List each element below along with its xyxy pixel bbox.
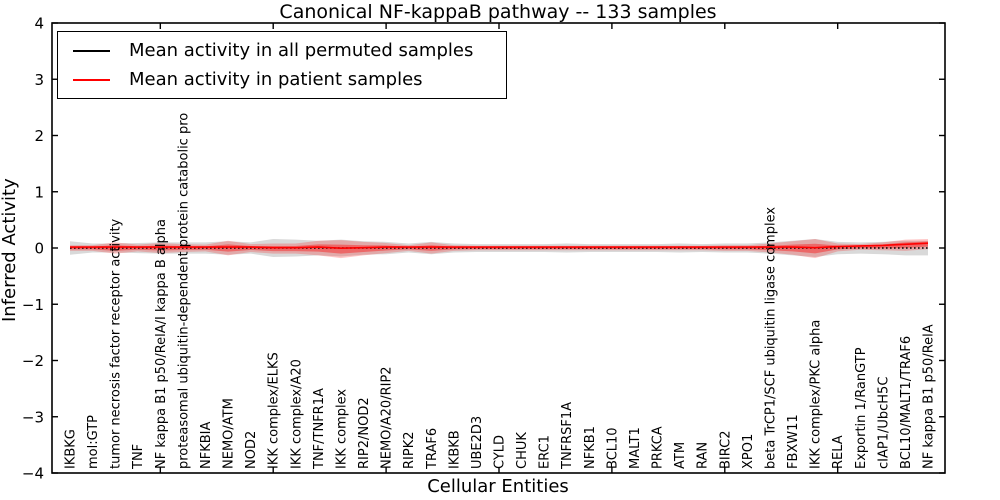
y-tick-label: −3: [22, 408, 44, 426]
category-label: RIPK2: [402, 431, 417, 469]
category-label: TRAF6: [425, 428, 440, 470]
legend: Mean activity in all permuted samples Me…: [57, 31, 507, 99]
category-label: ATM: [673, 442, 688, 469]
category-label: XPO1: [741, 434, 756, 469]
y-tick-label: −4: [22, 465, 44, 483]
y-tick-label: 3: [34, 71, 44, 89]
category-label: IKK complex/A20: [289, 359, 304, 469]
category-label: IKK complex/PKC alpha: [809, 320, 824, 469]
y-tick-label: −1: [22, 296, 44, 314]
category-label: IKK complex: [334, 389, 349, 469]
category-label: NFKB1: [583, 426, 598, 469]
chart-title: Canonical NF-kappaB pathway -- 133 sampl…: [279, 1, 717, 23]
legend-line-black-icon: [73, 49, 110, 52]
category-label: RIP2/NOD2: [357, 397, 372, 469]
category-label: mol:GTP: [86, 415, 101, 469]
x-axis-label: Cellular Entities: [427, 476, 569, 497]
category-label: IKK complex/ELKS: [267, 352, 282, 469]
category-label: NFKBIA: [199, 422, 214, 469]
category-label: proteasomal ubiquitin-dependent protein …: [176, 113, 191, 469]
category-label: CYLD: [493, 435, 508, 469]
y-tick-label: 2: [34, 127, 44, 145]
category-label: RAN: [696, 442, 711, 469]
category-label: NEMO/A20/RIP2: [380, 366, 395, 469]
category-label: Exportin 1/RanGTP: [854, 347, 869, 469]
category-label: NEMO/ATM: [222, 398, 237, 469]
category-label: beta TrCP1/SCF ubiquitin ligase complex: [763, 207, 778, 469]
y-tick-label: 1: [34, 183, 44, 201]
category-label: BCL10/MALT1/TRAF6: [899, 336, 914, 469]
category-label: TNFRSF1A: [560, 402, 575, 470]
category-label: PRKCA: [651, 426, 666, 469]
category-label: MALT1: [628, 427, 643, 469]
legend-label: Mean activity in all permuted samples: [129, 40, 474, 61]
category-label: FBXW11: [786, 414, 801, 469]
category-label: UBE2D3: [470, 416, 485, 469]
legend-line-red-icon: [73, 78, 110, 81]
category-label: IKBKB: [447, 430, 462, 469]
category-label: BIRC2: [718, 431, 733, 470]
legend-label: Mean activity in patient samples: [129, 69, 423, 90]
y-axis-label: Inferred Activity: [0, 178, 20, 322]
category-label: IKBKG: [64, 429, 79, 469]
legend-item-permuted: Mean activity in all permuted samples: [58, 40, 506, 61]
category-label: NF kappa B1 p50/RelA: [922, 324, 937, 469]
category-label: cIAP1/UbcH5C: [876, 377, 891, 469]
category-label: tumor necrosis factor receptor activity: [109, 218, 124, 469]
category-label: BCL10: [605, 427, 620, 469]
series-line-patient: [70, 242, 929, 250]
y-tick-label: 4: [34, 15, 44, 33]
category-label: NOD2: [244, 431, 259, 469]
category-label: TNF: [131, 444, 146, 470]
y-tick-label: −2: [22, 352, 44, 370]
legend-item-patient: Mean activity in patient samples: [58, 69, 506, 90]
category-label: ERC1: [538, 435, 553, 469]
category-label: NF kappa B1 p50/RelA/I kappa B alpha: [154, 219, 169, 469]
category-label: CHUK: [515, 432, 530, 469]
category-label: TNF/TNFR1A: [312, 388, 327, 470]
category-label: RELA: [831, 435, 846, 469]
y-tick-label: 0: [34, 240, 44, 258]
